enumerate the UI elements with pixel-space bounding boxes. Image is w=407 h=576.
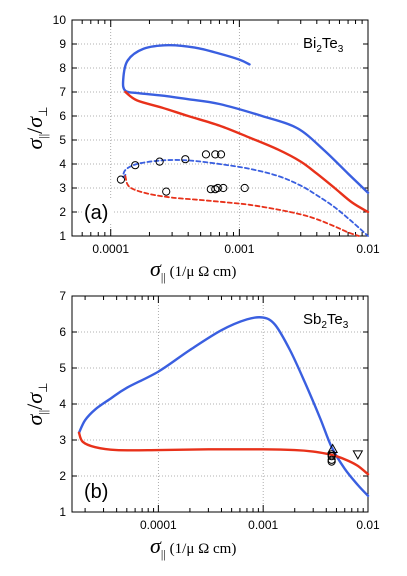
data-point-triangle-up (327, 443, 339, 453)
points-a (116, 150, 249, 196)
x-tick-label: 0.0001 (92, 242, 129, 256)
y-axis-b-num: σ (22, 414, 47, 426)
x-axis-a-unit: (1/μ Ω cm) (170, 264, 237, 280)
series-b (77, 316, 370, 497)
y-axis-label-b: σ||/σ⊥ (22, 382, 50, 425)
data-point (116, 175, 126, 184)
y-tick-label: 7 (59, 85, 66, 99)
ticks-b: 1 2 3 4 5 6 7 0.0001 0.001 0.01 (59, 289, 380, 532)
x-axis-b-symbol: σ (150, 533, 162, 558)
y-axis-b-num-sub: || (36, 410, 50, 415)
material-b-sub2: 3 (343, 320, 349, 331)
material-label-a: Bi2Te3 (300, 30, 362, 55)
data-point (162, 187, 171, 196)
y-tick-label: 1 (59, 229, 66, 243)
x-axis-a-symbol: σ (150, 256, 162, 281)
y-axis-b-slash: / (22, 403, 47, 410)
material-b-base: Sb (303, 311, 321, 328)
y-axis-a-slash: / (22, 127, 47, 134)
data-point (213, 183, 222, 193)
x-axis-label-b: σ|| (1/μ Ω cm) (150, 533, 236, 561)
series-line-0 (77, 316, 370, 497)
x-axis-b-unit: (1/μ Ω cm) (170, 541, 237, 557)
y-axis-a-num: σ (22, 138, 47, 150)
material-b-sub1: 2 (321, 320, 327, 331)
x-tick-label: 0.001 (224, 242, 254, 256)
y-tick-label: 8 (59, 61, 66, 75)
panel-label-a-text: (a) (84, 202, 108, 224)
y-tick-label: 4 (59, 157, 66, 171)
y-axis-a-num-sub: || (36, 134, 50, 139)
data-point (240, 183, 249, 193)
data-point (219, 183, 228, 193)
x-tick-label: 0.0001 (140, 518, 177, 532)
x-axis-a-sub: || (161, 270, 166, 284)
material-label-b-text: Sb2Te3 (303, 311, 349, 331)
y-tick-label: 10 (53, 13, 67, 27)
y-tick-label: 2 (59, 469, 66, 483)
plot-frame-a (71, 19, 369, 237)
x-axis-label-a: σ|| (1/μ Ω cm) (150, 256, 236, 284)
series-a (121, 43, 370, 237)
y-axis-label-a: σ||/σ⊥ (22, 106, 50, 149)
material-label-a-text: Bi2Te3 (303, 35, 344, 55)
material-a-sub1: 2 (316, 44, 322, 55)
x-axis-b-sub: || (161, 547, 166, 561)
x-tick-label: 0.001 (248, 518, 278, 532)
y-axis-b-den-sub: ⊥ (36, 382, 50, 392)
y-tick-label: 6 (59, 109, 66, 123)
series-line-1 (124, 90, 370, 214)
data-point (155, 157, 164, 166)
points-b (327, 443, 364, 466)
panel-label-b-text: (b) (84, 481, 108, 503)
material-label-b: Sb2Te3 (300, 306, 362, 331)
y-axis-b-den: σ (22, 392, 47, 404)
data-point (131, 161, 140, 170)
data-point (211, 150, 220, 159)
data-point-triangle-down (352, 450, 364, 460)
data-point (201, 150, 211, 159)
y-tick-label: 9 (59, 37, 66, 51)
material-a-mid: Te (322, 35, 338, 52)
y-axis-a-den: σ (22, 116, 47, 128)
series-line-0 (121, 43, 370, 194)
y-axis-a-den-sub: ⊥ (36, 106, 50, 116)
y-tick-label: 3 (59, 181, 66, 195)
y-tick-label: 2 (59, 205, 66, 219)
data-point (327, 455, 336, 464)
y-tick-label: 7 (59, 289, 66, 303)
y-tick-label: 5 (59, 361, 66, 375)
panel-label-a: (a) (82, 198, 112, 224)
material-a-base: Bi (303, 35, 316, 52)
y-tick-label: 1 (59, 505, 66, 519)
data-point (181, 155, 190, 164)
y-tick-label: 5 (59, 133, 66, 147)
material-a-sub2: 3 (338, 44, 344, 55)
x-tick-label: 0.01 (356, 518, 380, 532)
data-point (216, 150, 226, 159)
ticks-a: 1 2 3 4 5 6 7 8 9 10 0.0001 0.001 0.01 (53, 13, 380, 256)
series-line-1 (77, 431, 370, 476)
material-b-mid: Te (327, 311, 343, 328)
y-tick-label: 3 (59, 433, 66, 447)
y-tick-label: 6 (59, 325, 66, 339)
series-line-2 (122, 159, 369, 237)
data-point (327, 450, 336, 459)
y-tick-label: 4 (59, 397, 66, 411)
series-line-3 (124, 175, 360, 237)
panel-label-b: (b) (82, 477, 112, 503)
x-tick-label: 0.01 (356, 242, 380, 256)
